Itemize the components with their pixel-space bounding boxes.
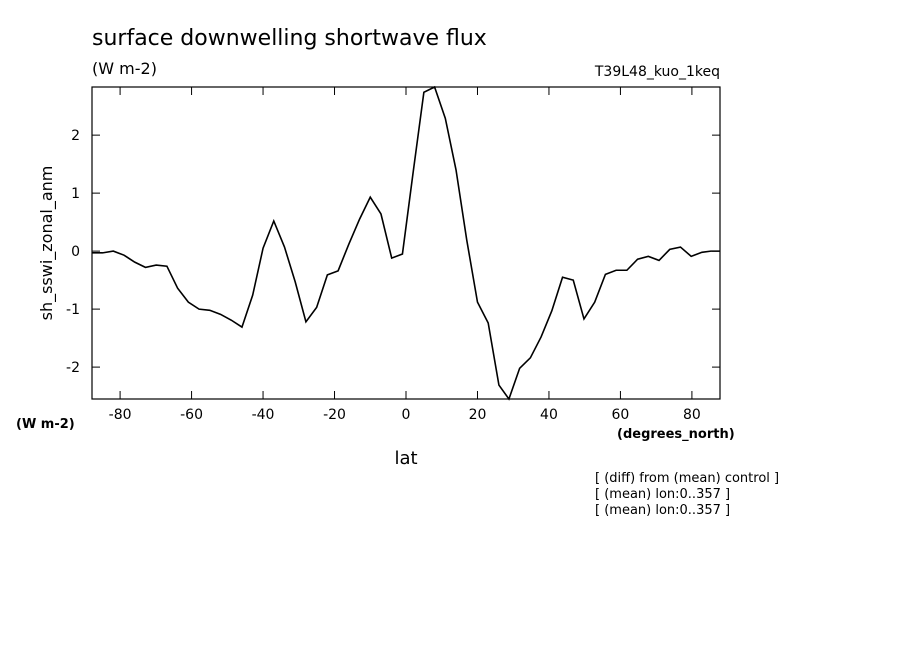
x-tick-label: -20	[323, 407, 346, 423]
x-tick-label: 80	[683, 407, 701, 423]
y-tick-label: 0	[71, 244, 80, 260]
y-tick-label: -1	[66, 302, 80, 318]
y-tick-label: -2	[66, 360, 80, 376]
chart-subtitle: (W m-2)	[92, 59, 157, 78]
x-axis-label: lat	[394, 448, 417, 469]
data-line	[92, 85, 720, 401]
x-tick-label: 0	[402, 407, 411, 423]
note: [ (mean) lon:0..357 ]	[595, 487, 730, 502]
note: [ (diff) from (mean) control ]	[595, 471, 779, 486]
note: [ (mean) lon:0..357 ]	[595, 503, 730, 518]
y-tick-label: 2	[71, 128, 80, 144]
x-tick-label: 20	[469, 407, 487, 423]
y-axis-label: sh_sswi_zonal_anm	[37, 166, 57, 321]
x-units: (degrees_north)	[617, 427, 735, 442]
run-label: T39L48_kuo_1keq	[594, 64, 720, 80]
chart-title: surface downwelling shortwave flux	[92, 26, 487, 51]
plot-frame	[91, 86, 721, 400]
y-tick-label: 1	[71, 186, 80, 202]
x-tick-label: -80	[109, 407, 132, 423]
x-tick-label: -40	[252, 407, 275, 423]
y-units: (W m-2)	[16, 417, 75, 432]
x-tick-label: 60	[612, 407, 630, 423]
x-tick-label: 40	[540, 407, 558, 423]
x-tick-label: -60	[180, 407, 203, 423]
